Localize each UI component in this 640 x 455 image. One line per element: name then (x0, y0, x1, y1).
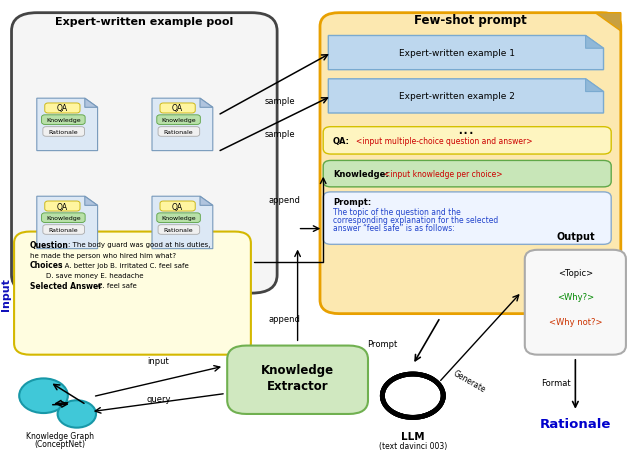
FancyBboxPatch shape (43, 127, 84, 137)
FancyBboxPatch shape (42, 213, 85, 223)
Text: Extractor: Extractor (267, 379, 328, 392)
Text: QA: QA (172, 104, 183, 113)
Polygon shape (328, 36, 604, 71)
Text: Expert-written example 2: Expert-written example 2 (399, 92, 515, 101)
FancyBboxPatch shape (42, 116, 85, 125)
Polygon shape (152, 197, 212, 249)
FancyBboxPatch shape (323, 127, 611, 155)
Text: <input multiple-choice question and answer>: <input multiple-choice question and answ… (356, 136, 533, 146)
Text: : A. better job B. irritated C. feel safe: : A. better job B. irritated C. feel saf… (60, 262, 188, 268)
Text: Knowledge Graph: Knowledge Graph (26, 431, 94, 440)
Text: (text davinci 003): (text davinci 003) (379, 441, 447, 450)
Polygon shape (36, 197, 97, 249)
FancyBboxPatch shape (323, 161, 611, 187)
FancyBboxPatch shape (158, 225, 200, 235)
Text: QA:: QA: (333, 136, 350, 146)
Text: Rationale: Rationale (164, 130, 193, 135)
Text: query: query (146, 394, 171, 404)
FancyBboxPatch shape (157, 213, 200, 223)
Polygon shape (586, 80, 604, 92)
FancyBboxPatch shape (12, 14, 277, 293)
Text: Input: Input (1, 277, 12, 310)
Text: Knowledge: Knowledge (161, 216, 196, 221)
Text: <Topic>: <Topic> (558, 269, 593, 278)
Text: Expert-written example 1: Expert-written example 1 (399, 49, 515, 58)
Text: Format: Format (541, 378, 571, 387)
Text: Rationale: Rationale (49, 130, 78, 135)
Text: Generate: Generate (451, 369, 487, 394)
FancyBboxPatch shape (45, 104, 80, 114)
FancyBboxPatch shape (525, 250, 626, 355)
Text: sample: sample (265, 96, 296, 106)
Text: : The body guard was good at his duties,: : The body guard was good at his duties, (68, 242, 211, 248)
Text: : C. feel safe: : C. feel safe (93, 283, 136, 288)
Text: LLM: LLM (401, 431, 424, 441)
Text: Choices: Choices (30, 261, 63, 270)
Text: append: append (269, 196, 301, 205)
Polygon shape (85, 99, 97, 108)
Polygon shape (200, 99, 212, 108)
Polygon shape (152, 99, 212, 151)
Text: <Why not?>: <Why not?> (548, 317, 602, 326)
FancyBboxPatch shape (160, 104, 195, 114)
Text: QA: QA (57, 104, 68, 113)
Text: he made the person who hired him what?: he made the person who hired him what? (30, 252, 176, 258)
FancyBboxPatch shape (160, 202, 195, 212)
Polygon shape (36, 99, 97, 151)
Circle shape (58, 400, 96, 428)
Text: Rationale: Rationale (164, 228, 193, 233)
Text: answer “feel safe” is as follows:: answer “feel safe” is as follows: (333, 223, 454, 233)
FancyBboxPatch shape (45, 202, 80, 212)
Text: Prompt:: Prompt: (333, 197, 371, 206)
Text: Selected Answer: Selected Answer (30, 281, 102, 290)
FancyBboxPatch shape (227, 346, 368, 414)
Text: QA: QA (57, 202, 68, 211)
Polygon shape (328, 80, 604, 114)
Text: input: input (148, 356, 169, 365)
Text: (ConceptNet): (ConceptNet) (35, 439, 86, 448)
Text: Rationale: Rationale (540, 418, 611, 430)
FancyBboxPatch shape (158, 127, 200, 137)
Text: corresponding explanation for the selected: corresponding explanation for the select… (333, 215, 498, 224)
Text: Knowledge:: Knowledge: (333, 170, 388, 179)
Text: Few-shot prompt: Few-shot prompt (414, 14, 527, 27)
Text: Knowledge: Knowledge (46, 216, 81, 221)
Text: Knowledge: Knowledge (46, 118, 81, 123)
Polygon shape (586, 36, 604, 49)
FancyBboxPatch shape (323, 192, 611, 245)
FancyBboxPatch shape (320, 14, 621, 314)
Text: Rationale: Rationale (49, 228, 78, 233)
Polygon shape (595, 14, 621, 32)
Text: The topic of the question and the: The topic of the question and the (333, 207, 461, 216)
Text: Prompt: Prompt (367, 339, 397, 349)
Text: QA: QA (172, 202, 183, 211)
Text: <input knowledge per choice>: <input knowledge per choice> (384, 170, 502, 179)
Text: ...: ... (458, 119, 474, 137)
Text: Question: Question (30, 240, 69, 249)
Text: append: append (269, 314, 301, 323)
Text: Knowledge: Knowledge (161, 118, 196, 123)
Text: Knowledge: Knowledge (261, 364, 334, 376)
Circle shape (19, 379, 68, 413)
FancyBboxPatch shape (43, 225, 84, 235)
FancyBboxPatch shape (157, 116, 200, 125)
Text: sample: sample (265, 130, 296, 139)
Text: Output: Output (556, 232, 595, 242)
Text: <Why?>: <Why?> (557, 293, 594, 302)
Text: Expert-written example pool: Expert-written example pool (55, 17, 233, 27)
Polygon shape (85, 197, 97, 206)
FancyBboxPatch shape (14, 232, 251, 355)
Polygon shape (200, 197, 212, 206)
Text: D. save money E. headache: D. save money E. headache (46, 273, 143, 278)
